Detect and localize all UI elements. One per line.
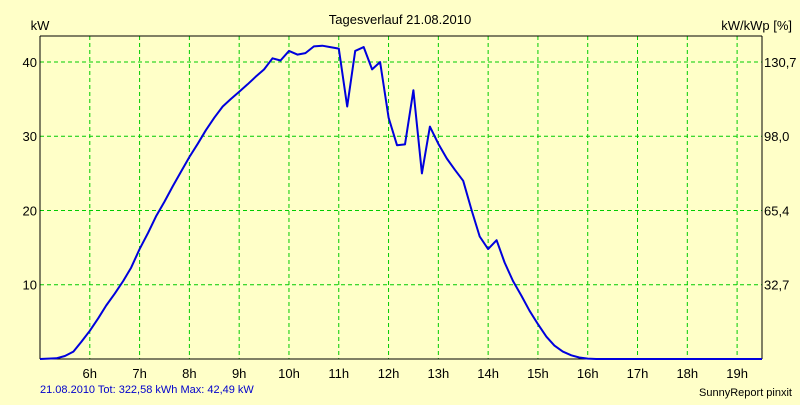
x-tick-label: 8h <box>182 366 196 381</box>
x-tick-label: 9h <box>232 366 246 381</box>
power-series-line <box>39 44 762 360</box>
x-tick-label: 17h <box>627 366 649 381</box>
x-tick-label: 10h <box>278 366 300 381</box>
y-tick-label-right: 130,7 <box>764 55 797 70</box>
tick-labels: 6h 7h 8h 9h 10h 11h 12h 13h 14h 15h 16h 17h 18h 19h 10… <box>23 55 797 381</box>
y-tick-label-left: 40 <box>23 55 37 70</box>
x-tick-label: 11h <box>328 366 349 381</box>
footer-right-credit: SunnyReport pinxit <box>699 387 792 399</box>
series-lines <box>39 44 762 360</box>
y-tick-label-left: 30 <box>23 129 37 144</box>
y-tick-label-right: 98,0 <box>764 129 789 144</box>
y-tick-label-left: 20 <box>23 203 37 218</box>
x-tick-label: 15h <box>527 366 549 381</box>
y-tick-label-left: 10 <box>23 278 37 293</box>
y-tick-label-right: 65,4 <box>764 203 789 218</box>
x-tick-label: 18h <box>676 366 698 381</box>
y-axis-right-label: kW/kWp [%] <box>721 18 792 33</box>
x-tick-label: 13h <box>427 366 449 381</box>
footer-left-info: 21.08.2010 Tot: 322,58 kWh Max: 42,49 kW <box>40 384 254 396</box>
x-tick-label: 7h <box>132 366 146 381</box>
x-tick-label: 14h <box>477 366 499 381</box>
x-tick-label: 19h <box>726 366 748 381</box>
y-tick-label-right: 32,7 <box>764 278 789 293</box>
chart-title: Tagesverlauf 21.08.2010 <box>329 12 471 27</box>
y-axis-left-label: kW <box>31 18 51 33</box>
x-tick-label: 16h <box>577 366 599 381</box>
x-tick-label: 12h <box>378 366 400 381</box>
x-tick-label: 6h <box>83 366 97 381</box>
